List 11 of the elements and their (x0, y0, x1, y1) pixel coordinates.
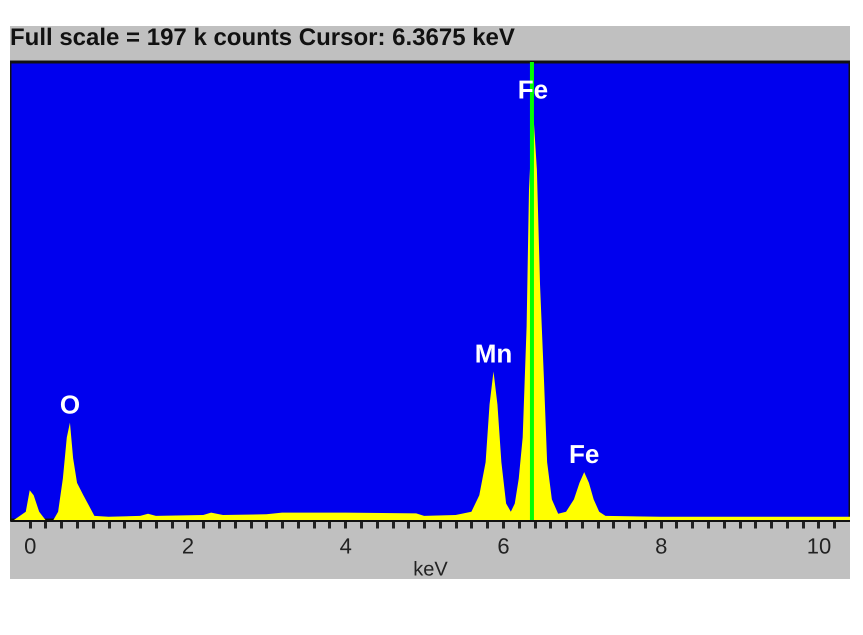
annotation: Fe (569, 439, 600, 470)
annotation: Mn (474, 338, 512, 368)
x-tick-label: 6 (497, 534, 510, 558)
x-tick-label: 2 (182, 534, 194, 558)
x-tick-label: 10 (806, 534, 832, 558)
x-tick-label: 8 (655, 534, 668, 558)
x-axis-title: keV (413, 558, 448, 580)
x-tick-label: 4 (340, 534, 352, 558)
chart-title: Full scale = 197 k counts Cursor: 6.3675 keV (10, 24, 515, 51)
x-tick-label: 0 (24, 534, 36, 558)
annotation: O (60, 390, 80, 420)
